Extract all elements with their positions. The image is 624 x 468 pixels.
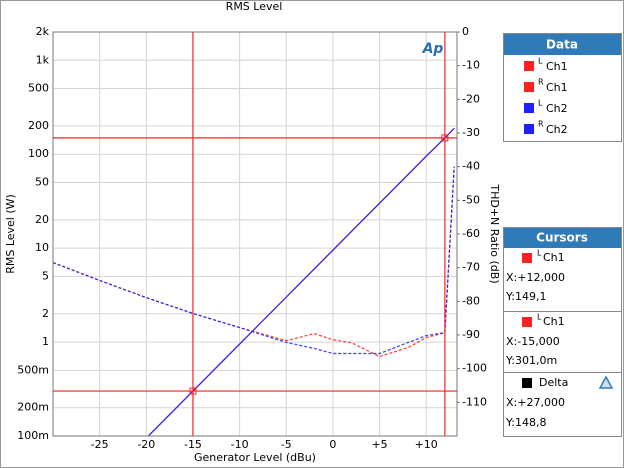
x-axis-label: Generator Level (dBu) — [194, 451, 316, 464]
logo: Ap — [422, 41, 444, 57]
y-tick-label: 500 — [28, 82, 49, 95]
delta-name: Delta — [539, 376, 568, 389]
y-tick-label: 500m — [17, 363, 49, 376]
x-tick-label: -25 — [91, 438, 109, 451]
x-tick-label: +10 — [415, 438, 438, 451]
cursor-point — [441, 134, 449, 142]
legend-label: Ch2 — [546, 123, 568, 136]
x-tick-label: +5 — [371, 438, 387, 451]
legend-swatch — [524, 61, 534, 71]
legend-label: Ch2 — [546, 102, 568, 115]
cursor-swatch — [522, 317, 532, 327]
y-tick-label: 100m — [17, 429, 49, 442]
cursor-channel: L — [537, 249, 542, 258]
y-tick-label: 200 — [28, 119, 49, 132]
thd-line — [53, 166, 455, 355]
y2-tick-label: -100 — [462, 362, 487, 375]
y-tick-label: 200m — [17, 401, 49, 414]
y-tick-label: 50 — [35, 175, 49, 188]
legend-label: Ch1 — [546, 60, 568, 73]
y-tick-label: 1k — [36, 53, 50, 66]
y-tick-label: 5 — [42, 269, 49, 282]
rms-line — [147, 127, 455, 436]
y2-tick-label: -10 — [462, 59, 480, 72]
cursor-point — [189, 387, 197, 395]
y-axis-label: RMS Level (W) — [4, 194, 17, 274]
delta-swatch — [522, 378, 532, 388]
x-tick-label: 0 — [329, 438, 336, 451]
x-tick-label: -15 — [184, 438, 202, 451]
y-tick-label: 2k — [36, 25, 50, 38]
delta-x: X:+27,000 — [506, 396, 565, 409]
y2-tick-label: -20 — [462, 92, 480, 105]
y2-tick-label: 0 — [462, 25, 469, 38]
y2-tick-label: -40 — [462, 160, 480, 173]
y-tick-label: 100 — [28, 147, 49, 160]
y-tick-label: 2 — [42, 307, 49, 320]
y2-axis-label: THD+N Ratio (dB) — [488, 183, 501, 283]
cursor-channel: L — [537, 313, 542, 322]
y2-tick-label: -70 — [462, 261, 480, 274]
chart-title: RMS Level — [226, 0, 283, 13]
x-tick-label: -20 — [137, 438, 155, 451]
legend-header — [504, 34, 621, 55]
legend-swatch — [524, 124, 534, 134]
legend-swatch — [524, 82, 534, 92]
y2-tick-label: -30 — [462, 126, 480, 139]
y2-tick-label: -110 — [462, 395, 487, 408]
legend-swatch — [524, 103, 534, 113]
x-tick-label: -5 — [281, 438, 292, 451]
cursor-header — [504, 228, 621, 248]
y2-tick-label: -80 — [462, 294, 480, 307]
cursor-y-label: Y:149,1 — [505, 290, 546, 303]
cursor-title: Cursors — [536, 231, 588, 245]
delta-icon[interactable] — [598, 375, 614, 389]
y-tick-label: 10 — [35, 241, 49, 254]
y2-tick-label: -60 — [462, 227, 480, 240]
x-tick-label: -10 — [231, 438, 249, 451]
cursor-x-label: X:-15,000 — [506, 335, 560, 348]
y-tick-label: 1 — [42, 335, 49, 348]
y2-tick-label: -50 — [462, 193, 480, 206]
legend-title: Data — [546, 38, 578, 52]
y2-tick-label: -90 — [462, 328, 480, 341]
legend-label: Ch1 — [546, 81, 568, 94]
cursor-y-label: Y:301,0m — [505, 354, 557, 367]
legend-channel: L — [538, 57, 543, 66]
cursor-name: Ch1 — [543, 315, 565, 328]
legend-channel: R — [538, 120, 544, 129]
cursor-x-label: X:+12,000 — [506, 271, 565, 284]
legend-channel: L — [538, 99, 543, 108]
cursor-swatch — [522, 253, 532, 263]
cursor-name: Ch1 — [543, 251, 565, 264]
legend-channel: R — [538, 78, 544, 87]
y-tick-label: 20 — [35, 213, 49, 226]
delta-y: Y:148,8 — [505, 416, 546, 429]
